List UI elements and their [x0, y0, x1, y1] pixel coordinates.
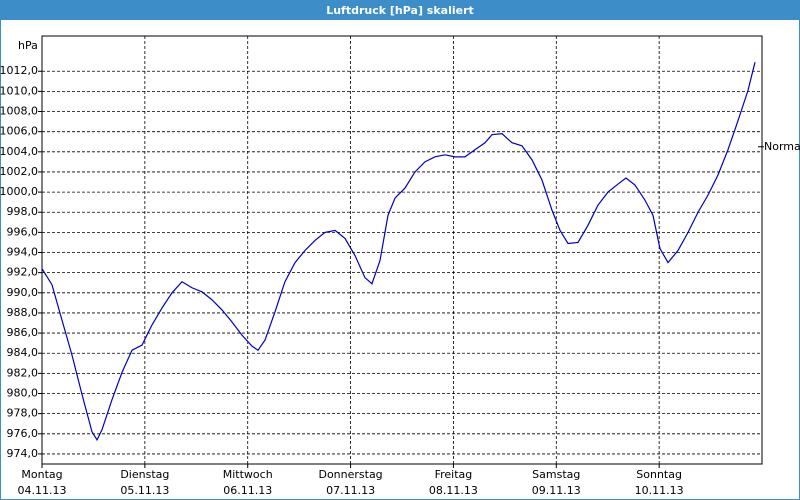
y-tick-label: 1004,0	[0, 145, 38, 158]
x-tick-date: 09.11.13	[532, 484, 581, 497]
y-tick-label: 996,0	[7, 225, 39, 238]
x-tick-date: 06.11.13	[223, 484, 272, 497]
x-tick-date: 07.11.13	[326, 484, 375, 497]
y-tick-label: 994,0	[7, 246, 39, 259]
y-axis-label: hPa	[18, 39, 38, 52]
normal-label: Normal	[764, 140, 800, 153]
x-tick-date: 08.11.13	[429, 484, 478, 497]
y-tick-label: 992,0	[7, 266, 39, 279]
y-tick-label: 1010,0	[0, 84, 38, 97]
x-tick-date: 05.11.13	[120, 484, 169, 497]
x-tick-label: Donnerstag	[318, 468, 382, 481]
y-tick-label: 998,0	[7, 205, 39, 218]
x-tick-label: Sonntag	[636, 468, 682, 481]
plot-frame	[41, 35, 763, 465]
y-tick-label: 980,0	[7, 387, 39, 400]
y-tick-label: 1000,0	[0, 185, 38, 198]
y-tick-label: 986,0	[7, 326, 39, 339]
y-tick-label: 990,0	[7, 286, 39, 299]
x-tick-label: Samstag	[532, 468, 580, 481]
y-tick-label: 1008,0	[0, 105, 38, 118]
chart-title: Luftdruck [hPa] skaliert	[326, 4, 474, 17]
y-tick-label: 976,0	[7, 427, 39, 440]
y-tick-label: 988,0	[7, 306, 39, 319]
x-tick-date: 10.11.13	[635, 484, 684, 497]
x-tick-date: 04.11.13	[18, 484, 67, 497]
y-tick-label: 1002,0	[0, 165, 38, 178]
y-tick-label: 978,0	[7, 407, 39, 420]
title-bar	[0, 0, 800, 20]
y-tick-label: 982,0	[7, 366, 39, 379]
x-tick-label: Mittwoch	[223, 468, 273, 481]
x-tick-label: Montag	[21, 468, 62, 481]
y-tick-label: 984,0	[7, 346, 39, 359]
pressure-line	[41, 62, 756, 442]
y-tick-label: 1006,0	[0, 125, 38, 138]
x-tick-label: Dienstag	[120, 468, 169, 481]
x-tick-label: Freitag	[435, 468, 473, 481]
y-tick-label: 974,0	[7, 447, 39, 460]
y-tick-label: 1012,0	[0, 64, 38, 77]
